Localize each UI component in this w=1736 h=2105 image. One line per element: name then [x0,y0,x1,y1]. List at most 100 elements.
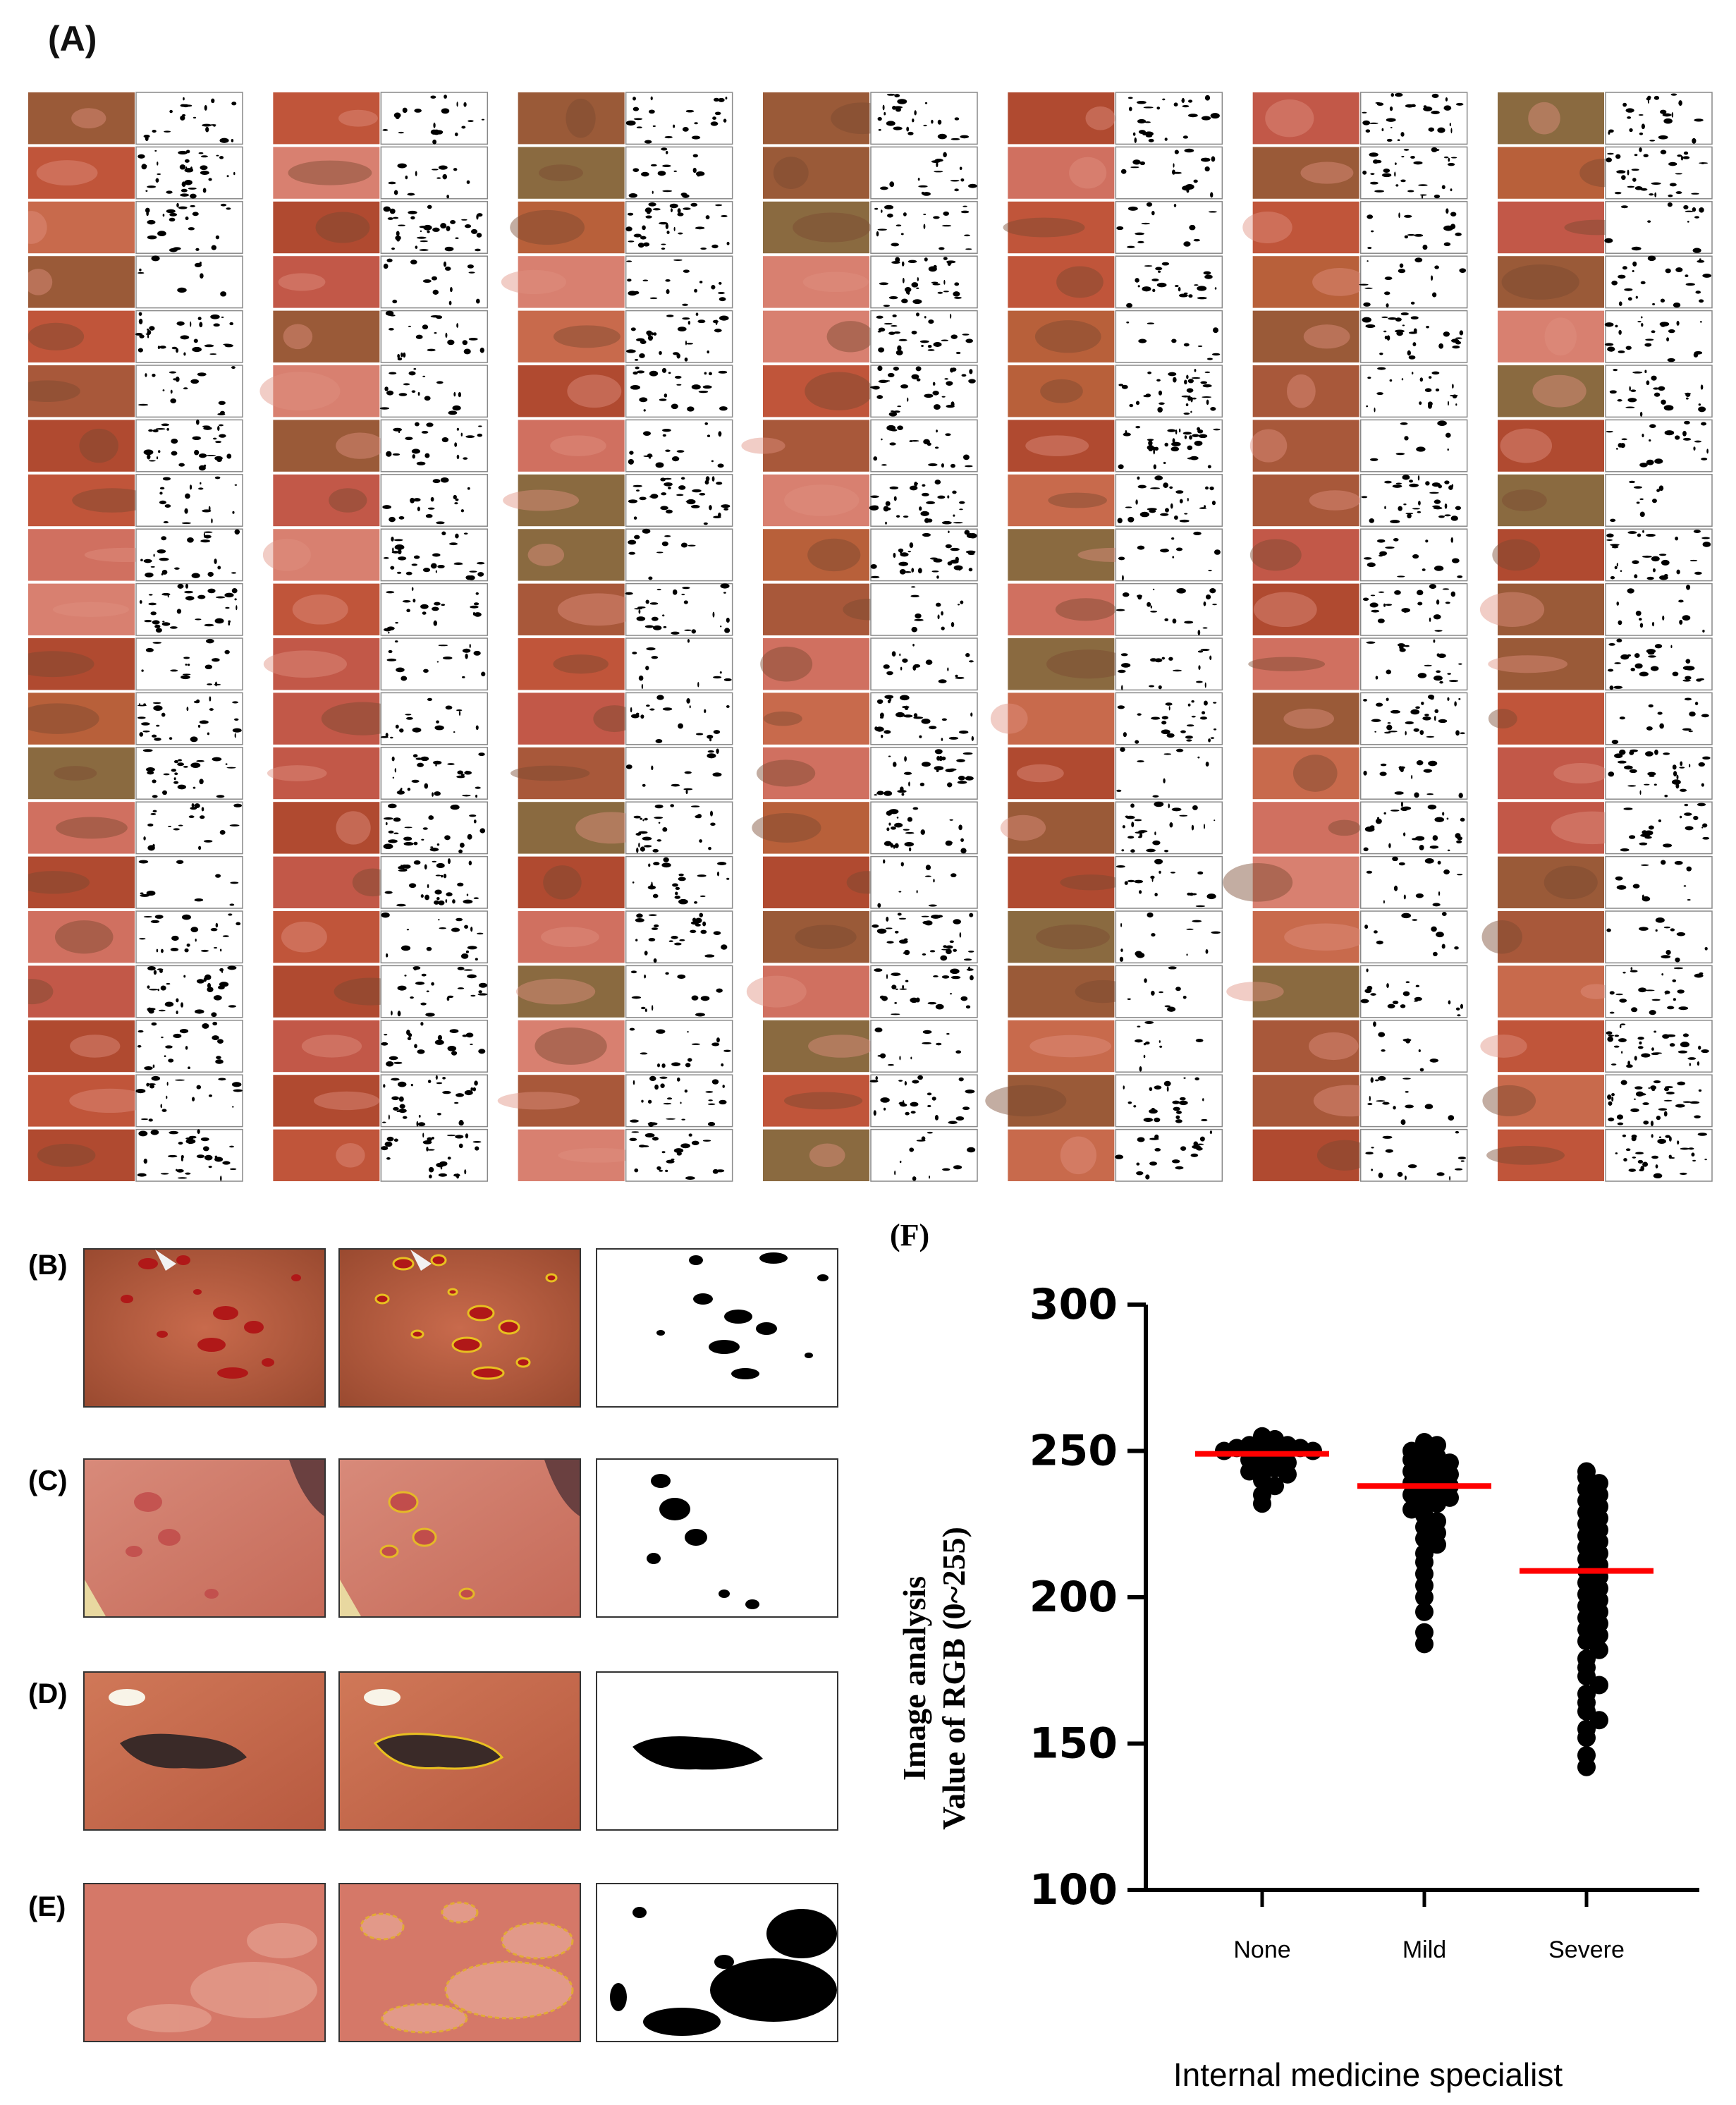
grid-cell-pair [273,910,489,964]
grid-cell-pair [503,474,733,527]
grid-cell-pair [1498,201,1713,254]
grid-cell-pair [28,582,243,636]
endoscopy-thumbnail [273,747,380,800]
endoscopy-thumbnail [1252,583,1359,635]
endoscopy-thumbnail [28,420,135,472]
grid-cell-pair [763,1074,978,1128]
grid-cell-pair [1008,474,1223,527]
binary-mask-thumbnail [380,201,489,254]
endoscopy-thumbnail [763,747,869,800]
grid-cell-pair [1486,1128,1713,1182]
endoscopy-thumbnail [763,420,869,472]
binary-mask-thumbnail [1115,910,1223,964]
endoscopy-thumbnail [28,1020,135,1073]
grid-cell-pair [746,965,978,1018]
binary-mask-thumbnail [1359,419,1468,472]
endoscopy-thumbnail [518,92,625,145]
grid-cell-pair [1252,910,1468,964]
endoscopy-thumbnail [763,802,869,854]
grid-cell-pair [28,910,243,964]
grid-cell-pair [501,255,733,309]
binary-mask-thumbnail [1605,965,1713,1018]
endoscopy-thumbnail [28,1075,135,1127]
grid-cell-pair [1223,855,1468,909]
endoscopy-thumbnail [1252,911,1359,963]
binary-mask-thumbnail [625,965,733,1018]
binary-mask-thumbnail [380,1020,489,1073]
grid-cell-pair [497,1074,733,1128]
endoscopy-thumbnail [763,92,869,145]
endoscopy-thumbnail [1498,92,1604,145]
binary-mask-thumbnail [870,965,978,1018]
endoscopy-thumbnail [1252,256,1359,308]
binary-mask-thumbnail [135,528,243,582]
grid-cell-pair [518,637,733,691]
grid-cell-pair [518,1128,733,1182]
endoscopy-thumbnail [28,147,135,199]
binary-mask-thumbnail [1359,692,1468,745]
binary-mask-thumbnail [1359,855,1468,909]
binary-mask-thumbnail [135,255,243,309]
y-tick-label: 300 [1029,1280,1118,1329]
binary-mask-thumbnail [380,965,489,1018]
panel-label-c: (C) [28,1465,68,1496]
endoscopy-thumbnail [273,802,380,854]
grid-cell-pair [518,582,733,636]
grid-cell-pair [28,747,243,800]
binary-mask-thumbnail [380,474,489,527]
binary-mask-thumbnail [1115,255,1223,309]
grid-cell-pair [273,965,489,1018]
binary-mask-thumbnail [1115,1128,1223,1182]
binary-mask-thumbnail [1115,310,1223,363]
data-point [1215,1441,1233,1460]
endoscopy-thumbnail [763,911,869,963]
panel-c-outlined-image [338,1458,581,1618]
grid-cell-pair [518,92,733,145]
binary-mask-thumbnail [625,365,733,418]
grid-cell-pair [267,747,489,800]
binary-mask-thumbnail [625,692,733,745]
endoscopy-thumbnail [763,1020,869,1073]
endoscopy-thumbnail [273,365,380,417]
binary-mask-thumbnail [1115,1020,1223,1073]
grid-cell-pair [518,310,733,363]
endoscopy-thumbnail [1252,802,1359,854]
endoscopy-thumbnail [273,310,380,362]
binary-mask-thumbnail [870,92,978,145]
scatter-plot-svg: (F) Image analysis Value of RGB (0~255) … [890,1218,1699,2093]
endoscopy-thumbnail [1498,692,1604,745]
grid-cell-pair [763,528,978,582]
endoscopy-thumbnail [518,638,625,690]
grid-cell-pair [1488,637,1713,691]
endoscopy-thumbnail [518,856,625,908]
grid-cell-pair [1498,255,1713,309]
grid-cell-pair [763,910,978,964]
endoscopy-thumbnail [273,965,380,1018]
grid-cell-pair [763,1128,978,1182]
grid-cell-pair [273,1074,489,1128]
grid-cell-pair [518,855,733,909]
endoscopy-thumbnail [28,1129,135,1181]
binary-mask-thumbnail [1605,801,1713,855]
endoscopy-thumbnail [28,201,135,254]
panel-b-binary-mask [596,1248,838,1408]
endoscopy-thumbnail [1252,365,1359,417]
grid-cell-pair [28,474,243,527]
grid-cell-pair [1008,637,1223,691]
grid-cell-pair [518,801,733,855]
grid-cell-pair [1498,146,1713,200]
endoscopy-thumbnail [1498,638,1604,690]
endoscopy-thumbnail [1008,856,1115,908]
grid-cell-pair [1481,910,1713,964]
endoscopy-thumbnail [1498,420,1604,472]
binary-mask-thumbnail [1115,747,1223,800]
panel-d-outlined-image [338,1671,581,1831]
endoscopy-thumbnail [518,747,625,800]
grid-cell-pair [273,201,489,254]
binary-mask-thumbnail [1115,801,1223,855]
grid-cell-pair [1252,474,1468,527]
binary-mask-thumbnail [1359,910,1468,964]
binary-mask-thumbnail [1359,747,1468,800]
endoscopy-thumbnail [518,201,625,254]
endoscopy-thumbnail [1252,1020,1359,1073]
